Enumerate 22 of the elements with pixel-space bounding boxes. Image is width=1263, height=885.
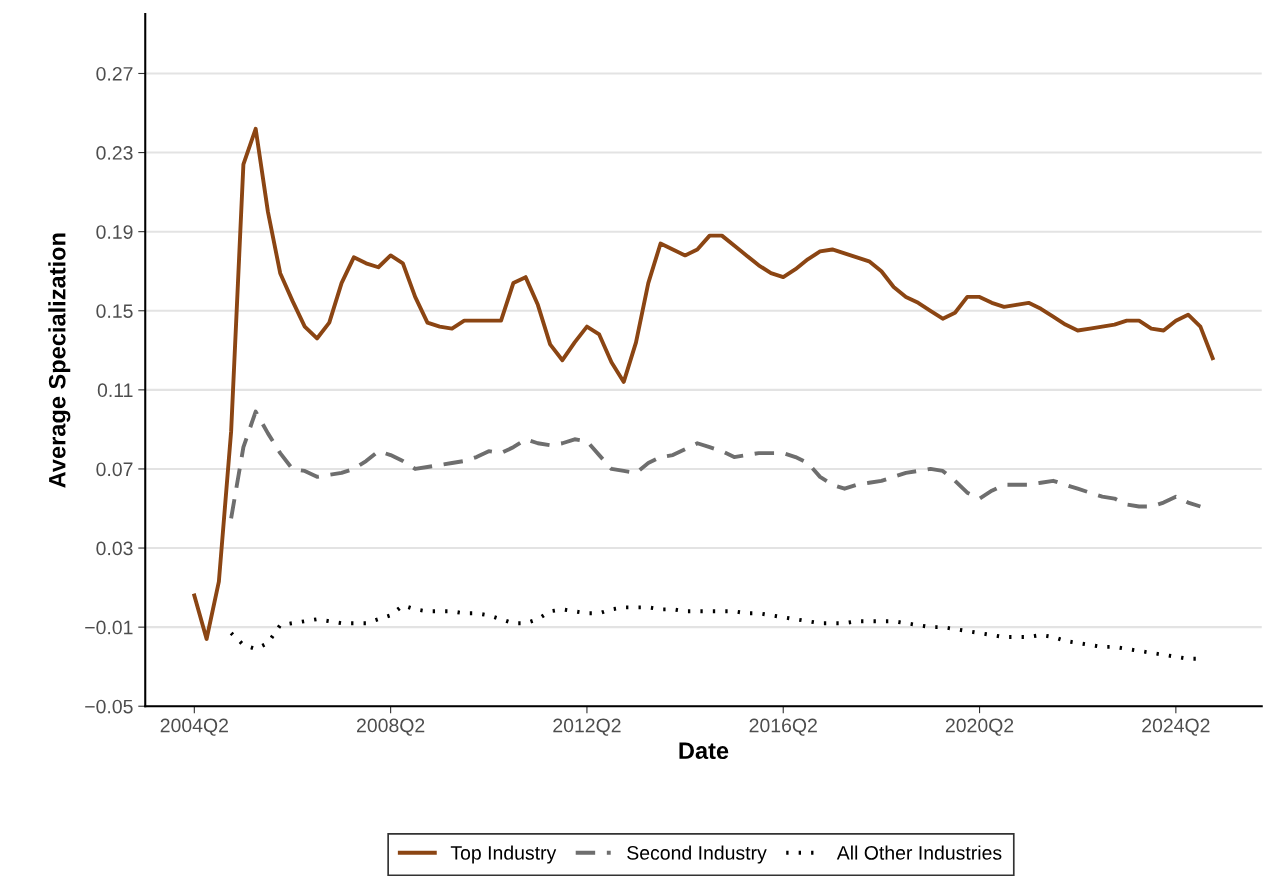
y-tick-label: 0.07 xyxy=(96,462,133,477)
y-tick-label: −0.05 xyxy=(85,699,133,714)
x-tick-label: 2016Q2 xyxy=(749,718,817,736)
legend-label: All Other Industries xyxy=(836,845,1002,860)
legend-label: Top Industry xyxy=(450,845,557,864)
y-tick-label: 0.03 xyxy=(96,541,133,556)
y-tick-label: 0.23 xyxy=(96,146,133,160)
y-tick-label: −0.01 xyxy=(85,620,133,635)
line-series xyxy=(192,126,1215,641)
y-tick-label: 0.11 xyxy=(97,383,133,398)
x-axis-title: Date xyxy=(679,742,729,760)
x-tick-label: 2004Q2 xyxy=(160,718,228,736)
y-tick-label: 0.27 xyxy=(96,66,133,81)
x-tick-label: 2024Q2 xyxy=(1142,718,1210,736)
line-series xyxy=(229,409,1203,521)
y-axis-title: Average Specialization xyxy=(48,233,71,488)
y-tick-label: 0.19 xyxy=(96,225,133,239)
x-tick-label: 2020Q2 xyxy=(945,718,1014,736)
x-tick-label: 2008Q2 xyxy=(357,718,425,736)
legend-label: Second Industry xyxy=(627,845,767,864)
x-tick-label: 2012Q2 xyxy=(553,718,621,736)
y-tick-label: 0.15 xyxy=(96,304,133,318)
